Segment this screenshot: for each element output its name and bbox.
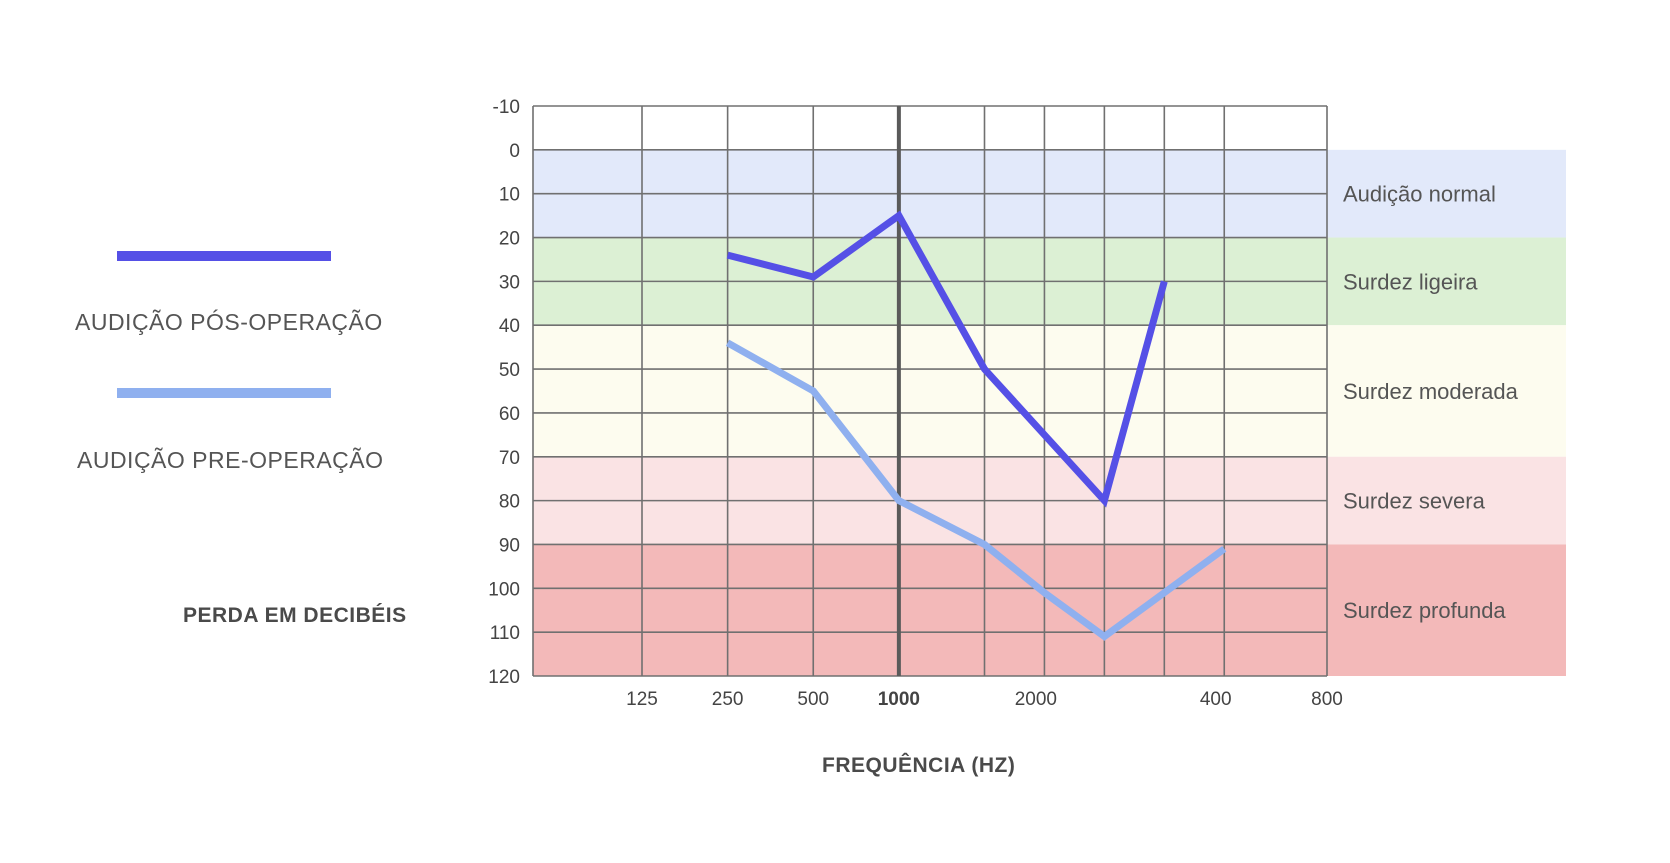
legend-swatch-pre-op — [117, 388, 331, 398]
y-tick-label: 80 — [499, 492, 520, 513]
x-tick-label: 400 — [1200, 689, 1232, 710]
band-labels: Audição normal Surdez ligeira Surdez moder… — [1343, 182, 1519, 624]
x-tick-label: 1000 — [878, 689, 920, 710]
y-tick-label: 40 — [499, 316, 520, 337]
legend-label-pre-op: AUDIÇÃO PRE-OPERAÇÃO — [77, 447, 384, 473]
grid — [532, 105, 1328, 677]
x-axis-title: FREQUÊNCIA (HZ) — [822, 754, 1016, 777]
band-label-4: Surdez profunda — [1343, 598, 1506, 623]
band-label-3: Surdez severa — [1343, 489, 1486, 514]
y-tick-label: 50 — [499, 360, 520, 381]
x-tick-label: 250 — [712, 689, 744, 710]
x-tick-label: 800 — [1311, 689, 1343, 710]
y-tick-label: 100 — [488, 579, 520, 600]
y-tick-label: 20 — [499, 229, 520, 250]
y-tick-label: 90 — [499, 535, 520, 556]
band-2 — [533, 325, 1566, 457]
x-tick-labels: 125 250 500 1000 2000 400 800 — [626, 689, 1343, 710]
legend-label-post-op: AUDIÇÃO PÓS-OPERAÇÃO — [75, 309, 383, 335]
x-tick-label: 125 — [626, 689, 658, 710]
y-tick-labels: -10 0 10 20 30 40 50 60 70 80 90 100 110 120 — [488, 97, 520, 688]
y-tick-label: 120 — [488, 667, 520, 688]
y-tick-label: 60 — [499, 404, 520, 425]
y-axis-title: PERDA EM DECIBÉIS — [183, 604, 407, 627]
x-tick-label: 500 — [797, 689, 829, 710]
y-tick-label: 70 — [499, 448, 520, 469]
band-label-0: Audição normal — [1343, 182, 1496, 207]
y-tick-label: 30 — [499, 272, 520, 293]
series-lines — [725, 210, 1227, 641]
band-label-1: Surdez ligeira — [1343, 269, 1478, 294]
y-tick-label: 10 — [499, 185, 520, 206]
series-line-1 — [725, 339, 1227, 641]
y-tick-label: 110 — [490, 623, 520, 644]
y-tick-label: 0 — [509, 141, 520, 162]
band-4 — [533, 544, 1566, 676]
x-tick-label: 2000 — [1015, 689, 1057, 710]
legend-swatch-post-op — [117, 251, 331, 261]
band-label-2: Surdez moderada — [1343, 379, 1519, 404]
y-tick-label: -10 — [493, 97, 520, 118]
